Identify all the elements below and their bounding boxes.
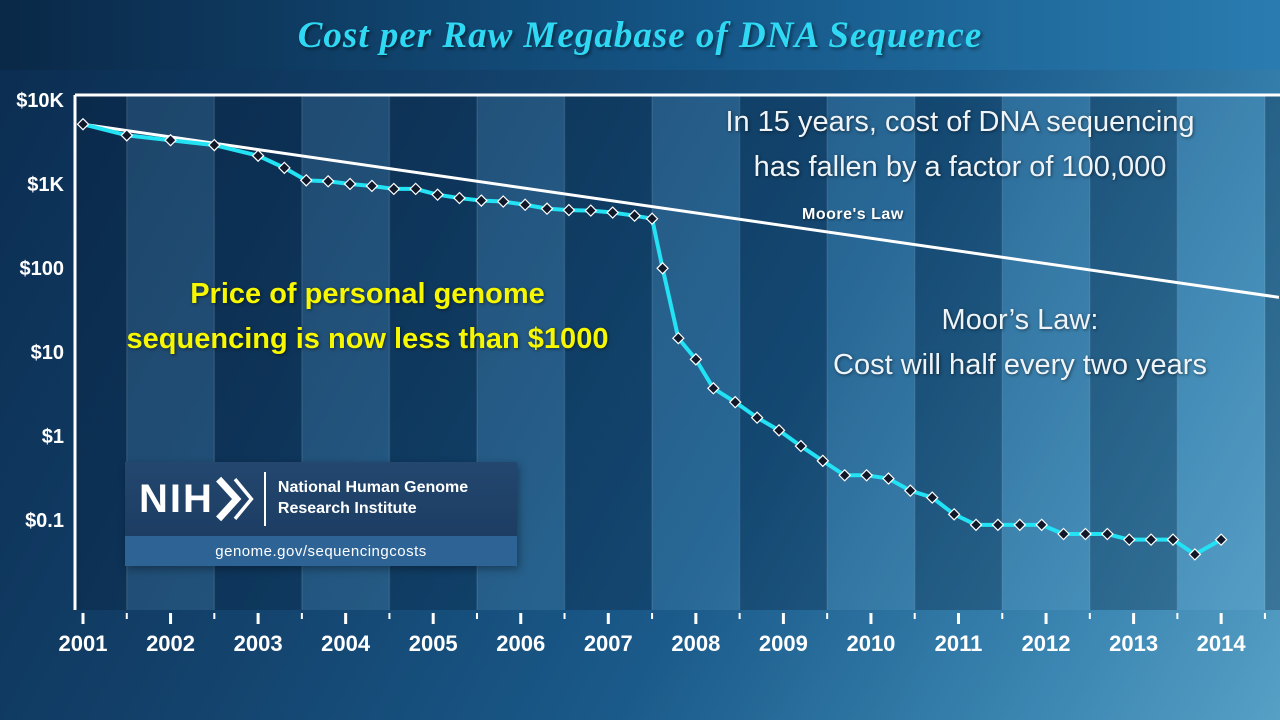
nih-institute-name: National Human Genome Research Institute (278, 478, 468, 520)
svg-text:$100: $100 (20, 258, 65, 280)
slide-header: Cost per Raw Megabase of DNA Sequence (0, 0, 1280, 70)
nih-logo-box: NIH National Human Genome Research Insti… (125, 462, 517, 566)
svg-text:2009: 2009 (759, 631, 808, 656)
moore-law-line-label: Moore's Law (802, 206, 904, 223)
nih-institute-line1: National Human Genome (277, 479, 469, 497)
svg-text:2005: 2005 (409, 631, 458, 656)
svg-text:$1K: $1K (27, 174, 64, 196)
svg-text:2001: 2001 (59, 631, 108, 656)
svg-text:2003: 2003 (234, 631, 283, 656)
svg-text:2002: 2002 (146, 631, 195, 656)
annotation-moores-law: Moor’s Law: Cost will half every two yea… (770, 298, 1270, 388)
svg-text:2008: 2008 (671, 631, 720, 656)
annotation-personal-genome-line2: sequencing is now less than $1000 (126, 322, 609, 355)
moore-law-line (82, 122, 1280, 299)
svg-text:2007: 2007 (584, 631, 633, 656)
page-title: Cost per Raw Megabase of DNA Sequence (297, 14, 983, 56)
svg-text:2013: 2013 (1109, 631, 1158, 656)
nih-logo-panel: NIH National Human Genome Research Insti… (125, 462, 517, 536)
annotation-personal-genome: Price of personal genome sequencing is n… (85, 272, 650, 362)
svg-text:2010: 2010 (846, 631, 895, 656)
cost-series (76, 117, 1228, 561)
annotation-cost-fallen-line2: has fallen by a factor of 100,000 (753, 150, 1167, 183)
annotation-cost-fallen: In 15 years, cost of DNA sequencing has … (650, 100, 1270, 190)
cost-series-markers (76, 117, 1228, 561)
annotation-moores-law-line2: Cost will half every two years (833, 348, 1207, 381)
nih-chevron-icon (215, 476, 254, 522)
svg-text:2004: 2004 (321, 631, 371, 656)
svg-text:2012: 2012 (1022, 631, 1071, 656)
nih-institute-line2: Research Institute (277, 500, 417, 517)
svg-text:$10: $10 (31, 342, 64, 364)
svg-text:$0.1: $0.1 (25, 510, 64, 532)
svg-text:$10K: $10K (16, 90, 64, 112)
svg-text:$1: $1 (42, 426, 64, 448)
x-axis: 2001 2002 2003 2004 2005 2006 2007 2008 2009 2010… (59, 613, 1266, 656)
svg-text:2006: 2006 (496, 631, 545, 656)
nih-logo: NIH (139, 477, 214, 521)
svg-text:2014: 2014 (1197, 631, 1247, 656)
y-axis: $10K $1K $100 $10 $1 $0.1 (16, 90, 64, 532)
plot-frame (73, 93, 1280, 610)
nih-separator (263, 472, 266, 526)
annotation-moores-law-line1: Moor’s Law: (941, 304, 1099, 336)
svg-text:2011: 2011 (935, 631, 983, 656)
annotation-personal-genome-line1: Price of personal genome (190, 278, 545, 310)
nih-url: genome.gov/sequencingcosts (125, 536, 517, 566)
annotation-cost-fallen-line1: In 15 years, cost of DNA sequencing (725, 106, 1195, 138)
